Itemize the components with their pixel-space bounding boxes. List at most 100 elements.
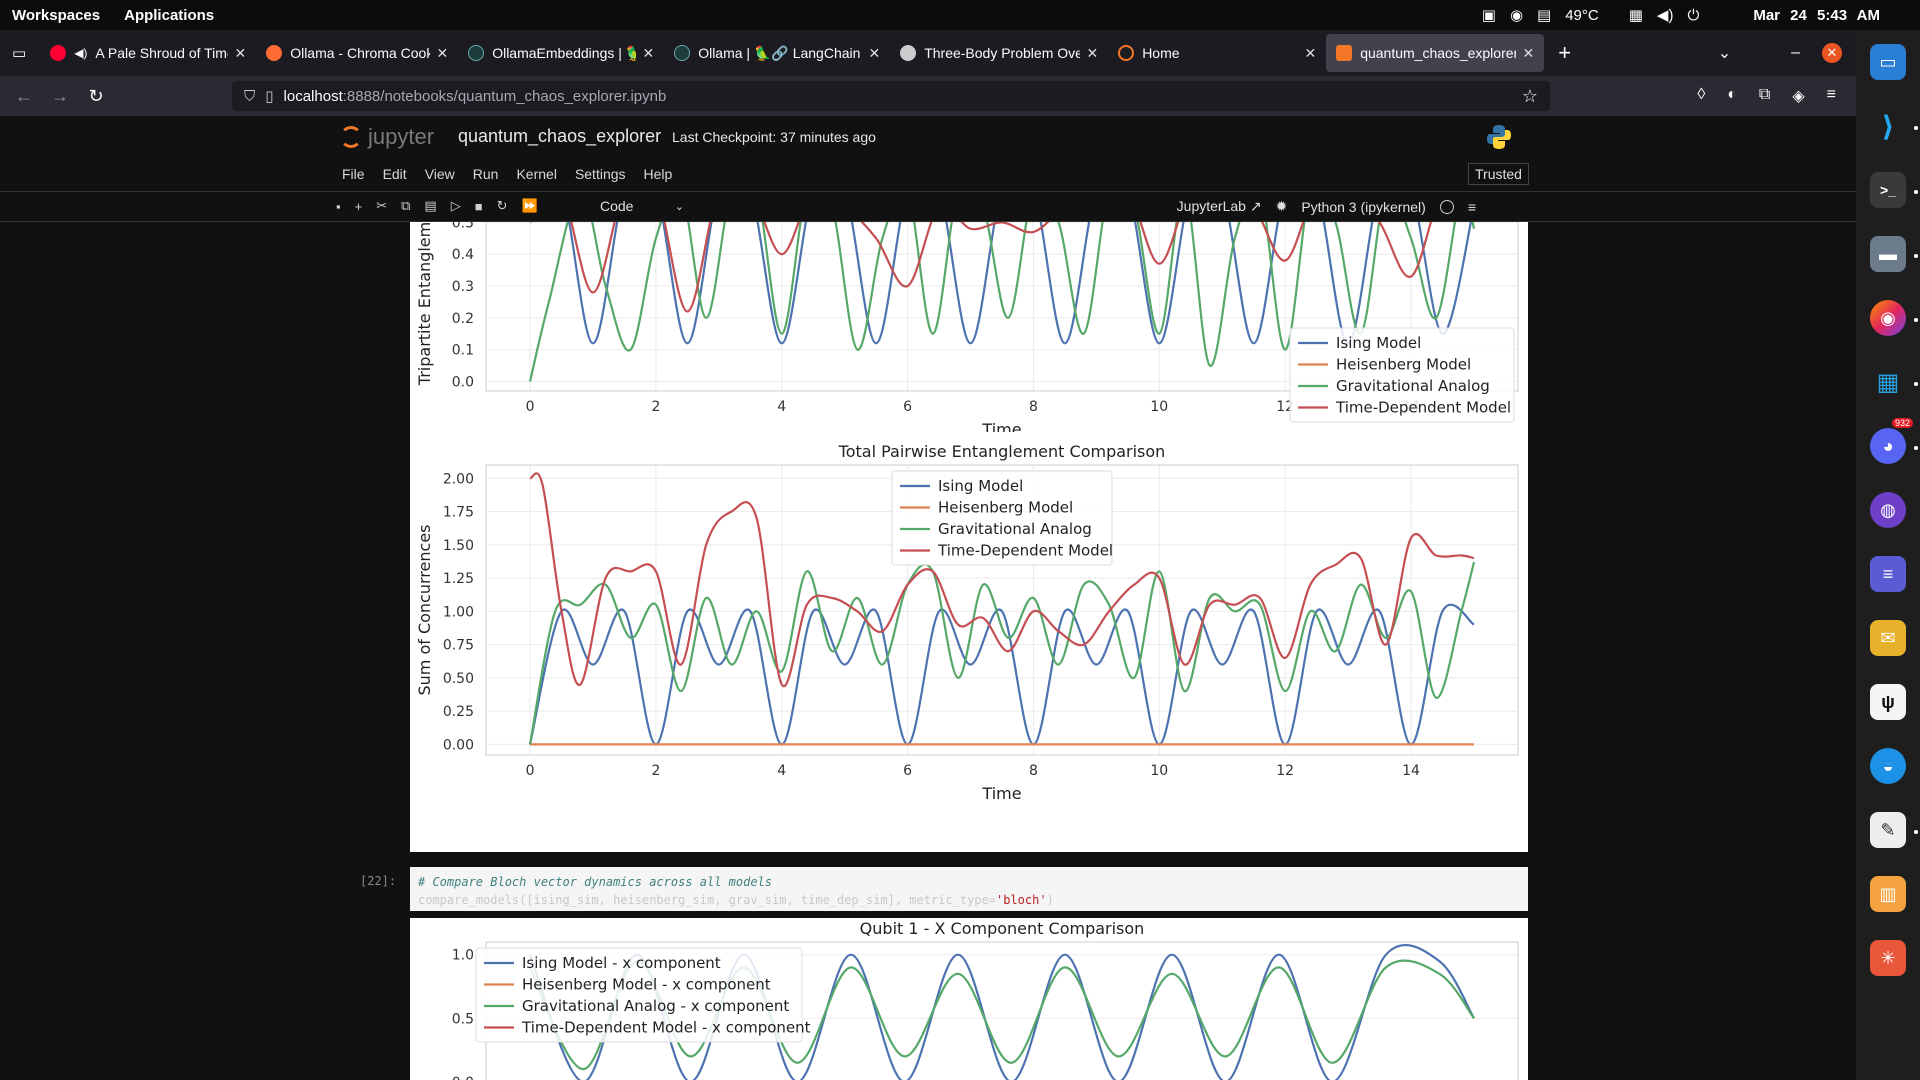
y-tick-label: 0.5 bbox=[452, 222, 474, 231]
dock-terminal-icon[interactable]: >_ bbox=[1870, 172, 1906, 208]
menu-run[interactable]: Run bbox=[472, 166, 499, 182]
dock-asterisk-icon[interactable]: ✳ bbox=[1870, 940, 1906, 976]
clipboard-icon[interactable]: ▣ bbox=[1481, 7, 1496, 24]
tab-ollama-embeddings[interactable]: OllamaEmbeddings | 🦜🔗 ✕ bbox=[458, 34, 664, 72]
back-button[interactable]: ← bbox=[15, 85, 33, 106]
volume-icon[interactable]: ◀) bbox=[1656, 7, 1674, 24]
kernel-name[interactable]: Python 3 (ipykernel) bbox=[1301, 198, 1426, 215]
open-jupyterlab-link[interactable]: JupyterLab ↗ bbox=[1176, 198, 1262, 214]
y-tick-label: 1.50 bbox=[443, 538, 474, 554]
forward-button[interactable]: → bbox=[51, 85, 69, 106]
restart-icon[interactable]: ↻ bbox=[496, 198, 508, 213]
y-tick-label: 0.2 bbox=[452, 311, 474, 327]
addon-icon[interactable]: ◈ bbox=[1792, 88, 1805, 105]
dock-apps-grid-icon[interactable]: ▦ bbox=[1870, 364, 1906, 400]
reload-button[interactable]: ↻ bbox=[88, 85, 104, 106]
run-icon[interactable]: ▷ bbox=[450, 198, 461, 213]
dock-app-window-icon[interactable]: ▭ bbox=[1870, 44, 1906, 80]
dock-files-icon[interactable]: ▬ bbox=[1870, 236, 1906, 272]
extensions-icon[interactable]: ⧉ bbox=[1758, 86, 1771, 103]
save-icon[interactable]: ▪ bbox=[336, 198, 341, 214]
menu-icon[interactable]: ≡ bbox=[1467, 198, 1476, 215]
menu-help[interactable]: Help bbox=[643, 166, 673, 182]
close-icon[interactable]: ✕ bbox=[436, 44, 449, 61]
tab-overview-icon[interactable]: ▭ bbox=[12, 45, 27, 62]
code-line: compare_models([ising_sim, heisenberg_si… bbox=[418, 893, 996, 907]
add-cell-icon[interactable]: + bbox=[354, 198, 363, 214]
dock-docker-icon[interactable]: ◒ bbox=[1870, 748, 1906, 784]
tab-three-body[interactable]: Three-Body Problem Overvi ✕ bbox=[890, 34, 1108, 72]
menu-file[interactable]: File bbox=[342, 166, 365, 182]
tab-ollama-langchain[interactable]: Ollama | 🦜🔗 LangChain ✕ bbox=[664, 34, 890, 72]
series-line-1 bbox=[528, 603, 1475, 746]
y-tick-label: 0.50 bbox=[443, 671, 474, 687]
dock-firefox-icon[interactable]: ◉ bbox=[1870, 300, 1906, 336]
power-icon[interactable]: ⏻ bbox=[1687, 6, 1700, 24]
minimize-button[interactable]: – bbox=[1791, 44, 1800, 61]
cut-icon[interactable]: ✂ bbox=[376, 198, 388, 213]
code-paren: ) bbox=[1046, 893, 1054, 907]
dock-vscode-icon[interactable]: ⟩ bbox=[1870, 108, 1906, 144]
workspaces-button[interactable]: Workspaces bbox=[12, 6, 101, 24]
code-cell-22[interactable]: # Compare Bloch vector dynamics across a… bbox=[410, 867, 1528, 911]
tab-youtube[interactable]: ◀) A Pale Shroud of Time - ✕ bbox=[40, 34, 256, 72]
tab-chroma-cookbook[interactable]: Ollama - Chroma Cookbook ✕ bbox=[256, 34, 458, 72]
temperature-icon[interactable]: ▤ bbox=[1537, 7, 1552, 24]
close-icon[interactable]: ✕ bbox=[868, 44, 881, 61]
app-menu-icon[interactable]: ≡ bbox=[1826, 86, 1836, 103]
clock[interactable]: Mar 24 5:43 AM bbox=[1753, 7, 1880, 24]
jupyter-header: jupyter quantum_chaos_explorer Last Chec… bbox=[0, 116, 1856, 156]
legend-label-3: Gravitational Analog bbox=[938, 520, 1092, 538]
y-tick-label: 0.3 bbox=[452, 279, 474, 295]
dock-discord-icon[interactable]: ◕ bbox=[1870, 428, 1906, 464]
dock-mail-icon[interactable]: ✉ bbox=[1870, 620, 1906, 656]
account-icon[interactable]: ◐ bbox=[1727, 86, 1737, 103]
restart-run-all-icon[interactable]: ⏩ bbox=[521, 198, 538, 213]
trusted-indicator[interactable]: Trusted bbox=[1468, 163, 1529, 185]
dock-notes-icon[interactable]: ≡ bbox=[1870, 556, 1906, 592]
cell-type-select[interactable]: Code ⌄ bbox=[600, 198, 684, 214]
x-tick-label: 14 bbox=[1402, 763, 1420, 779]
dock-psi-icon[interactable]: ψ bbox=[1870, 684, 1906, 720]
url-bar[interactable]: ⛉ ▯ localhost:8888/notebooks/quantum_cha… bbox=[232, 81, 1550, 111]
tab-home[interactable]: Home ✕ bbox=[1108, 34, 1326, 72]
close-icon[interactable]: ✕ bbox=[234, 44, 247, 61]
y-tick-label: 1.25 bbox=[443, 571, 474, 587]
calendar-icon[interactable]: ▦ bbox=[1628, 7, 1643, 24]
copy-icon[interactable]: ⧉ bbox=[401, 198, 411, 213]
close-icon[interactable]: ✕ bbox=[1086, 44, 1099, 61]
window-close-button[interactable]: ✕ bbox=[1822, 43, 1842, 63]
notebook-title[interactable]: quantum_chaos_explorer bbox=[458, 126, 662, 146]
tab-quantum-chaos-explorer[interactable]: quantum_chaos_explorer ✕ bbox=[1326, 34, 1545, 72]
menu-settings[interactable]: Settings bbox=[574, 166, 626, 182]
openai-icon bbox=[900, 45, 917, 61]
python-logo-icon bbox=[1487, 125, 1511, 149]
y-tick-label: 1.75 bbox=[443, 505, 474, 521]
dock-archive-icon[interactable]: ▥ bbox=[1870, 876, 1906, 912]
stop-icon[interactable]: ■ bbox=[474, 198, 483, 214]
debugger-icon[interactable]: ✹ bbox=[1275, 198, 1288, 214]
applications-button[interactable]: Applications bbox=[124, 6, 215, 24]
menu-view[interactable]: View bbox=[424, 166, 455, 182]
legend-label-4: Time-Dependent Model bbox=[1335, 399, 1511, 417]
audio-icon[interactable]: ◀) bbox=[74, 46, 88, 60]
bookmark-star-icon[interactable]: ☆ bbox=[1521, 85, 1538, 106]
temperature-readout[interactable]: 49°C bbox=[1565, 6, 1599, 24]
pocket-icon[interactable]: ◊ bbox=[1697, 86, 1706, 103]
close-icon[interactable]: ✕ bbox=[1522, 44, 1535, 61]
chart-tripartite-entanglement: 024681012140.00.10.20.30.40.5TimeTripart… bbox=[415, 222, 1519, 432]
paste-icon[interactable]: ▤ bbox=[424, 198, 437, 213]
menu-kernel[interactable]: Kernel bbox=[516, 166, 557, 182]
jupyter-logo[interactable]: jupyter bbox=[340, 124, 434, 150]
list-tabs-icon[interactable]: ⌄ bbox=[1717, 45, 1732, 62]
dock-text-editor-icon[interactable]: ✎ bbox=[1870, 812, 1906, 848]
new-tab-button[interactable]: + bbox=[1558, 40, 1572, 65]
dock-github-icon[interactable]: ◍ bbox=[1870, 492, 1906, 528]
x-tick-label: 8 bbox=[1029, 763, 1038, 779]
close-icon[interactable]: ✕ bbox=[1304, 44, 1317, 61]
notebook-area: 0 2 4 6 8 10 12 14 0.0 0.1 0.2 0.3 0.4 0.5 Time Tripart… bbox=[0, 222, 1856, 1080]
menu-edit[interactable]: Edit bbox=[382, 166, 407, 182]
discord-tray-icon[interactable]: ◉ bbox=[1509, 7, 1524, 24]
shield-icon[interactable]: ⛉ bbox=[244, 87, 256, 105]
close-icon[interactable]: ✕ bbox=[642, 44, 655, 61]
